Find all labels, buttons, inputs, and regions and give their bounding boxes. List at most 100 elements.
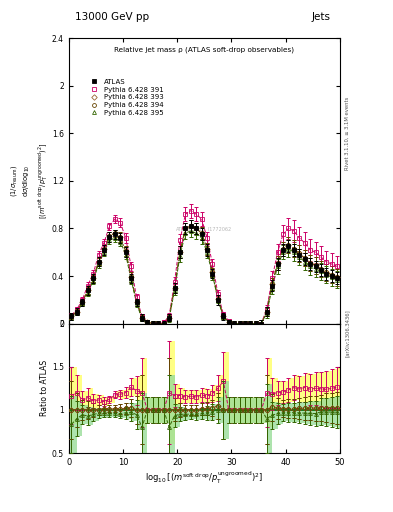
Pythia 6.428 391 [183,211,188,217]
Pythia 6.428 391 [243,321,248,327]
Pythia 6.428 393 [226,319,231,326]
Line: ATLAS: ATLAS [69,224,340,326]
Text: ATLAS_2019_I1772062: ATLAS_2019_I1772062 [176,227,232,232]
Pythia 6.428 391 [292,228,296,234]
Pythia 6.428 394 [232,321,237,327]
Pythia 6.428 393 [302,255,307,261]
Pythia 6.428 394 [85,287,90,293]
Pythia 6.428 393 [129,274,134,280]
Pythia 6.428 391 [161,319,166,326]
Pythia 6.428 395 [253,321,258,327]
Pythia 6.428 395 [308,263,312,269]
Pythia 6.428 394 [335,274,340,280]
Pythia 6.428 394 [80,299,85,305]
Pythia 6.428 391 [91,270,95,276]
Pythia 6.428 395 [319,268,323,274]
Pythia 6.428 395 [151,321,155,327]
Pythia 6.428 394 [286,242,291,248]
Pythia 6.428 395 [123,251,128,258]
ATLAS [167,314,171,321]
Pythia 6.428 394 [302,255,307,261]
Pythia 6.428 395 [96,261,101,267]
Pythia 6.428 394 [91,275,95,282]
Pythia 6.428 394 [215,295,220,302]
Pythia 6.428 393 [335,274,340,280]
Pythia 6.428 394 [243,321,248,327]
ATLAS [286,243,291,249]
Pythia 6.428 391 [178,237,182,243]
Pythia 6.428 393 [161,321,166,327]
Pythia 6.428 393 [215,295,220,302]
Pythia 6.428 394 [183,225,188,231]
Pythia 6.428 393 [189,223,193,229]
ATLAS [232,321,237,327]
Pythia 6.428 393 [221,313,226,319]
ATLAS [221,313,226,319]
ATLAS [123,249,128,255]
Pythia 6.428 394 [140,314,144,321]
Pythia 6.428 395 [313,266,318,272]
Pythia 6.428 391 [156,321,161,327]
ATLAS [253,321,258,327]
Pythia 6.428 391 [270,275,274,282]
Pythia 6.428 391 [259,321,264,327]
Pythia 6.428 394 [210,269,215,275]
Pythia 6.428 391 [253,321,258,327]
Pythia 6.428 393 [75,309,79,315]
Pythia 6.428 393 [329,272,334,278]
ATLAS [329,273,334,279]
Pythia 6.428 391 [275,249,280,255]
Line: Pythia 6.428 395: Pythia 6.428 395 [70,229,339,326]
Pythia 6.428 393 [151,321,155,327]
Pythia 6.428 395 [102,249,107,255]
Pythia 6.428 393 [194,225,198,231]
Pythia 6.428 394 [75,309,79,315]
Pythia 6.428 391 [129,263,134,269]
Pythia 6.428 394 [221,313,226,319]
Pythia 6.428 394 [226,319,231,326]
Pythia 6.428 395 [178,253,182,259]
ATLAS [178,249,182,255]
Legend: ATLAS, Pythia 6.428 391, Pythia 6.428 393, Pythia 6.428 394, Pythia 6.428 395: ATLAS, Pythia 6.428 391, Pythia 6.428 39… [83,76,167,119]
Pythia 6.428 395 [237,321,242,327]
Pythia 6.428 391 [232,321,237,327]
X-axis label: $\log_{10}[(m^\mathrm{soft\ drop}/p_\mathrm{T}^\mathrm{ungroomed})^2]$: $\log_{10}[(m^\mathrm{soft\ drop}/p_\mat… [145,470,263,486]
Pythia 6.428 391 [297,235,302,241]
Pythia 6.428 394 [313,262,318,268]
Pythia 6.428 394 [69,313,74,319]
Pythia 6.428 394 [281,246,285,252]
ATLAS [215,296,220,303]
Pythia 6.428 394 [118,233,123,240]
Pythia 6.428 395 [140,316,144,322]
Pythia 6.428 395 [248,321,253,327]
Pythia 6.428 391 [112,216,117,222]
ATLAS [281,247,285,253]
Pythia 6.428 394 [156,321,161,327]
ATLAS [199,231,204,238]
ATLAS [259,321,264,327]
Pythia 6.428 393 [96,259,101,265]
Pythia 6.428 394 [102,246,107,252]
Pythia 6.428 391 [302,240,307,246]
Text: Jets: Jets [311,12,330,22]
Pythia 6.428 391 [69,312,74,318]
Pythia 6.428 393 [281,246,285,252]
Pythia 6.428 391 [118,220,123,226]
ATLAS [292,247,296,253]
Pythia 6.428 394 [134,299,139,305]
Pythia 6.428 395 [156,321,161,327]
ATLAS [140,314,144,321]
Text: [arXiv:1306.3436]: [arXiv:1306.3436] [345,309,350,357]
Pythia 6.428 395 [215,296,220,303]
ATLAS [302,257,307,263]
Pythia 6.428 395 [129,276,134,283]
Pythia 6.428 393 [172,285,177,291]
Pythia 6.428 395 [302,259,307,265]
Pythia 6.428 394 [308,260,312,266]
Pythia 6.428 391 [199,216,204,222]
Pythia 6.428 393 [183,225,188,231]
ATLAS [324,270,329,276]
Pythia 6.428 394 [129,274,134,280]
Pythia 6.428 393 [91,275,95,282]
Pythia 6.428 395 [134,300,139,306]
